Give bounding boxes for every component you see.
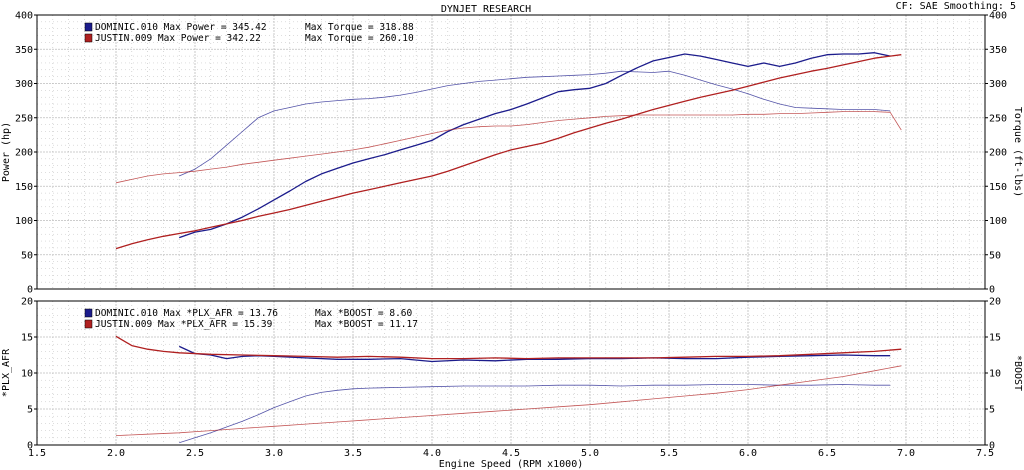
legend-swatch [84,319,93,329]
y-right-tick-label: 5 [989,405,995,416]
y-axis-label: *PLX_AFR [1,348,12,397]
x-tick-label: 1.5 [28,448,46,459]
y-right-tick-label: 10 [989,369,1001,380]
series-line-justin-power [115,54,902,250]
y-right-tick-label: 0 [989,285,995,296]
y-right-tick-label: 150 [989,182,1007,193]
x-tick-label: 2.5 [186,448,204,459]
chart-title: DYNJET RESEARCH [441,4,531,15]
series-line-justin-boost [115,365,902,436]
afr-boost-panel: 0 5 10 15 20 0 5 10 15 20 1.5 2.0 2.5 3.0 3.5 4.0 4.5 5.0… [1,297,1023,470]
y-tick-label: 300 [15,79,33,90]
x-tick-label: 4.0 [423,448,441,459]
y-right-tick-label: 300 [989,79,1007,90]
x-tick-label: 3.5 [344,448,362,459]
legend-swatch [84,22,93,32]
y-right-axis-label: Torque (ft-lbs) [1012,107,1023,197]
legend-swatch [84,33,93,43]
legend-text: DOMINIC.010 Max Power = 345.42 [95,22,267,33]
y-axis-label: Power (hp) [1,122,12,182]
y-right-tick-label: 250 [989,113,1007,124]
y-tick-label: 200 [15,148,33,159]
y-tick-label: 20 [21,297,33,308]
y-tick-label: 0 [27,441,33,452]
legend-text-2: Max *BOOST = 11.17 [315,319,418,330]
y-right-tick-label: 200 [989,148,1007,159]
power-torque-panel: 0 50 100 150 200 250 300 350 400 0 50 100 150 200 250 3… [1,11,1023,296]
legend-text: JUSTIN.009 Max *PLX_AFR = 15.39 [95,319,273,330]
y-right-tick-label: 400 [989,11,1007,22]
header-info: CF: SAE Smoothing: 5 [896,1,1016,12]
series-line-dominic-torque [179,70,891,177]
series-line-dominic-afr [178,345,891,363]
x-tick-label: 6.5 [818,448,836,459]
legend-text-2: Max *BOOST = 8.60 [315,308,413,319]
x-tick-label: 7.5 [976,448,994,459]
x-tick-label: 2.0 [107,448,125,459]
x-tick-label: 6.0 [739,448,757,459]
series-line-justin-torque [115,111,902,184]
y-tick-label: 5 [27,405,33,416]
legend-text-2: Max Torque = 318.88 [305,22,414,33]
y-tick-label: 10 [21,369,33,380]
y-right-tick-label: 100 [989,216,1007,227]
y-right-tick-label: 50 [989,250,1001,261]
legend-text-2: Max Torque = 260.10 [305,33,414,44]
series-line-dominic-power [178,52,891,239]
legend-text: DOMINIC.010 Max *PLX_AFR = 13.76 [95,308,278,319]
y-tick-label: 250 [15,113,33,124]
y-right-tick-label: 15 [989,333,1001,344]
y-right-tick-label: 350 [989,45,1007,56]
y-right-tick-label: 20 [989,297,1001,308]
x-tick-label: 7.0 [897,448,915,459]
x-tick-label: 4.5 [502,448,520,459]
y-right-axis-label: *BOOST [1012,355,1023,391]
x-tick-label: 5.0 [581,448,599,459]
x-tick-label: 3.0 [265,448,283,459]
series-line-dominic-boost [179,384,891,444]
series-line-justin-afr [115,335,902,360]
x-tick-label: 5.5 [660,448,678,459]
y-tick-label: 100 [15,216,33,227]
legend-swatch [84,308,93,318]
y-tick-label: 0 [27,285,33,296]
x-axis-label: Engine Speed (RPM x1000) [439,459,584,470]
y-right-tick-label: 0 [989,441,995,452]
legend-text: JUSTIN.009 Max Power = 342.22 [95,33,261,44]
y-tick-label: 350 [15,45,33,56]
y-tick-label: 15 [21,333,33,344]
y-tick-label: 400 [15,11,33,22]
y-tick-label: 50 [21,250,33,261]
y-tick-label: 150 [15,182,33,193]
